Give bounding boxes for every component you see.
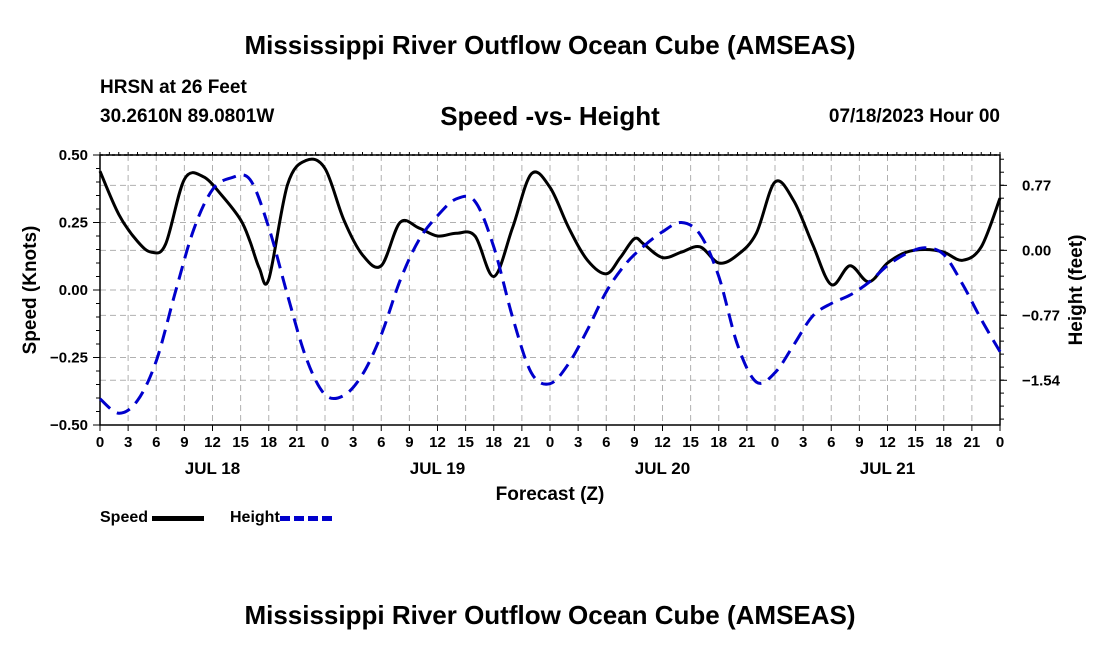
date-label: JUL 20 [635, 459, 690, 478]
x-tick-label: 6 [377, 434, 385, 451]
x-tick-label: 3 [799, 434, 807, 451]
x-tick-label: 21 [964, 434, 981, 451]
grid [100, 155, 1000, 425]
legend-height-label: Height [230, 509, 280, 526]
x-tick-label: 6 [827, 434, 835, 451]
x-tick-label: 21 [739, 434, 756, 451]
x-tick-label: 12 [429, 434, 446, 451]
y2-tick-label: 0.00 [1022, 242, 1051, 259]
x-tick-label: 0 [771, 434, 779, 451]
x-tick-label: 6 [602, 434, 610, 451]
x-tick-label: 18 [485, 434, 502, 451]
main-title: Mississippi River Outflow Ocean Cube (AM… [244, 30, 856, 60]
x-tick-label: 9 [630, 434, 638, 451]
legend-speed-label: Speed [100, 509, 149, 526]
station-label: HRSN at 26 Feet [100, 77, 247, 98]
y2-tick-label: −1.54 [1022, 372, 1061, 389]
date-label: JUL 21 [860, 459, 915, 478]
x-tick-label: 12 [879, 434, 896, 451]
y2-tick-label: −0.77 [1022, 307, 1060, 324]
forecast-date: 07/18/2023 Hour 00 [828, 106, 1000, 127]
x-tick-label: 15 [682, 434, 699, 451]
x-tick-label: 9 [855, 434, 863, 451]
x-tick-label: 12 [204, 434, 221, 451]
x-tick-label: 15 [907, 434, 924, 451]
x-tick-label: 18 [710, 434, 727, 451]
x-tick-label: 21 [514, 434, 531, 451]
speed-series-line [98, 157, 1002, 287]
series [98, 157, 1002, 415]
y-tick-label: 0.25 [59, 215, 88, 232]
x-tick-label: 18 [935, 434, 952, 451]
chart-title: Speed -vs- Height [440, 101, 660, 131]
x-tick-label: 0 [321, 434, 329, 451]
bottom-title: Mississippi River Outflow Ocean Cube (AM… [244, 600, 856, 630]
x-tick-label: 18 [260, 434, 277, 451]
coordinates-label: 30.2610N 89.0801W [100, 106, 275, 127]
date-label: JUL 19 [410, 459, 465, 478]
y2-axis-label: Height (feet) [1066, 235, 1087, 346]
y2-tick-label: 0.77 [1022, 177, 1051, 194]
x-axis-label: Forecast (Z) [496, 484, 605, 505]
y-tick-label: 0.50 [59, 147, 88, 164]
x-tick-label: 12 [654, 434, 671, 451]
x-tick-label: 15 [457, 434, 474, 451]
y-tick-label: −0.50 [50, 417, 88, 434]
x-tick-label: 9 [180, 434, 188, 451]
legend-speed-swatch [152, 515, 205, 521]
y-tick-label: 0.00 [59, 282, 88, 299]
x-tick-label: 9 [405, 434, 413, 451]
x-tick-label: 6 [152, 434, 160, 451]
y-axis-label: Speed (Knots) [20, 226, 41, 355]
axis-ticks [93, 152, 1007, 431]
height-series-line [99, 173, 1002, 415]
x-tick-label: 0 [996, 434, 1004, 451]
date-label: JUL 18 [185, 459, 240, 478]
legend-height-swatch [279, 515, 332, 521]
x-tick-label: 21 [289, 434, 306, 451]
axis-tick-labels: 0 3 6 9 12 15 18 21 0 3 6 9 12 15 18 21 0 3 6 9 12 15 18 21 0 3 6 9… [50, 147, 1061, 478]
x-tick-label: 3 [124, 434, 132, 451]
legend-speed: Speed [100, 509, 205, 527]
x-tick-label: 0 [546, 434, 554, 451]
y-tick-label: −0.25 [50, 350, 88, 367]
x-tick-label: 0 [96, 434, 104, 451]
x-tick-label: 15 [232, 434, 249, 451]
x-tick-label: 3 [349, 434, 357, 451]
legend-height: Height [230, 509, 332, 527]
x-tick-label: 3 [574, 434, 582, 451]
